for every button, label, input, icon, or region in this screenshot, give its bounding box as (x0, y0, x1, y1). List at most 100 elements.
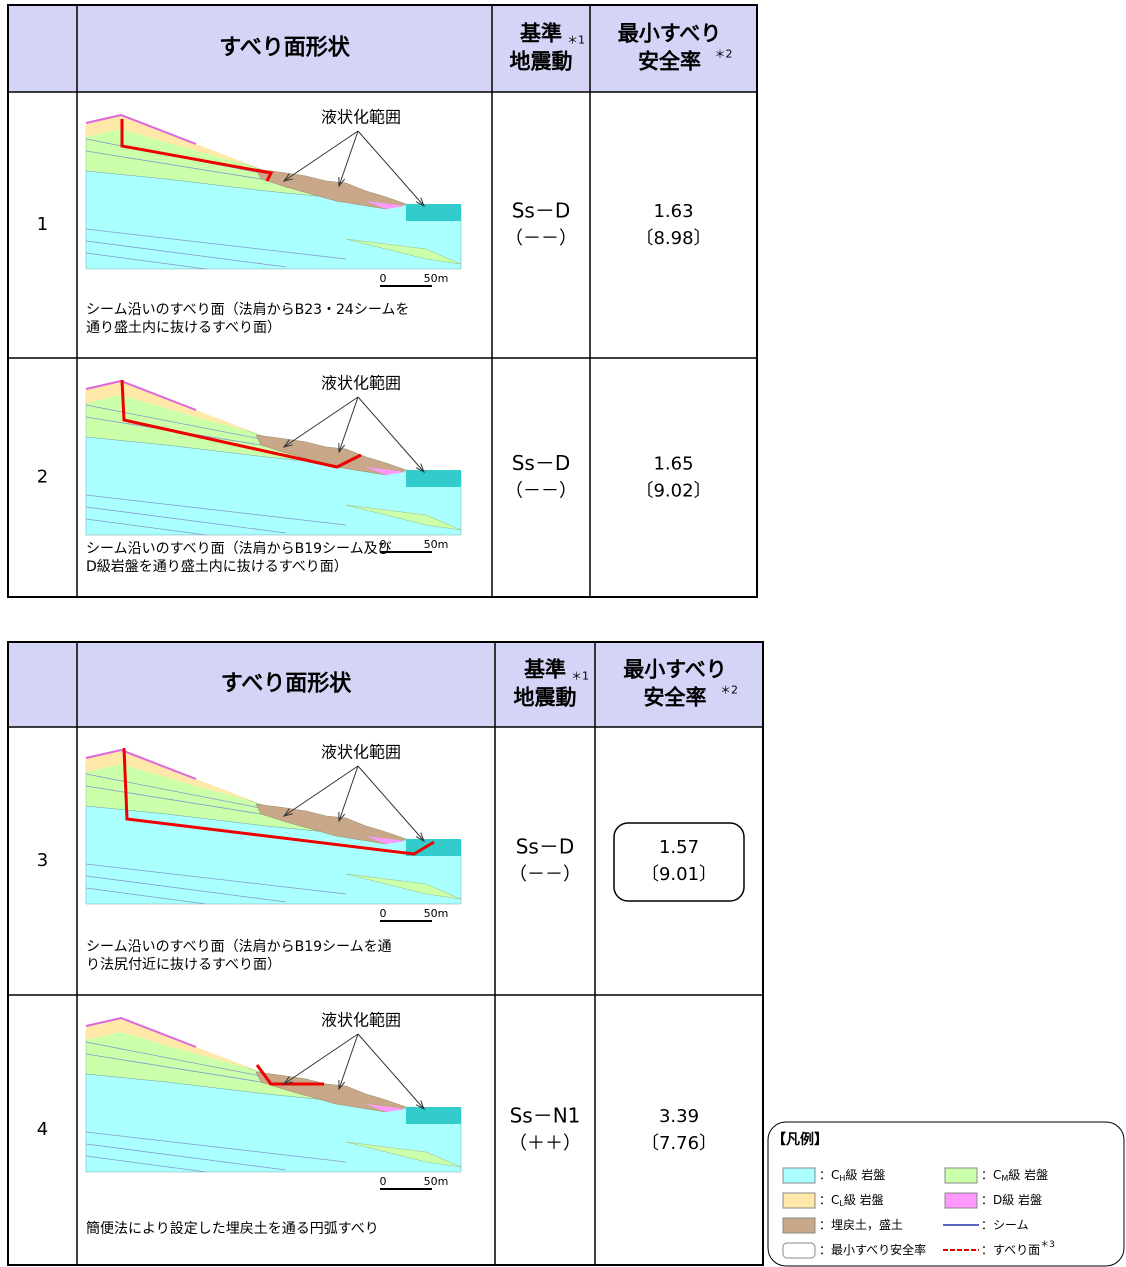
seam-line (85, 252, 207, 270)
d-rock-toe (366, 201, 406, 209)
arrow-head (338, 1079, 346, 1091)
caption: D級岩盤を通り盛土内に抜けるすべり面） (86, 559, 348, 575)
backfill (255, 434, 407, 476)
scale-label: 50m (424, 538, 449, 551)
header-shape: すべり面形状 (221, 672, 352, 697)
legend-label-part: ：埋戻土，盛土 (819, 1217, 903, 1232)
safety-factor: 1.57 (659, 837, 699, 858)
motion-sign: （＋＋） (509, 1133, 581, 1154)
cm-lens (345, 1141, 462, 1168)
legend-label-part: ：シーム (981, 1218, 1029, 1232)
seam-line (85, 506, 287, 534)
liquefaction-label: 液状化範囲 (321, 374, 401, 393)
d-rock (85, 113, 197, 145)
arrow (283, 396, 359, 448)
arrow-head (282, 173, 293, 182)
motion-sign: （－－） (509, 864, 581, 885)
seam-line (85, 875, 287, 903)
arrow (357, 1033, 425, 1110)
legend-subscript: L (839, 1199, 844, 1208)
legend-label: ：すべり面＊3 (981, 1240, 1055, 1257)
legend-label-part: 級 岩盤 (845, 1167, 885, 1182)
liquefaction-zone (406, 204, 461, 221)
seam-line (85, 494, 347, 526)
legend-label-part: ：すべり面 (981, 1243, 1040, 1257)
legend-label-part: 級 岩盤 (844, 1192, 884, 1207)
seam-line (85, 1143, 287, 1171)
caption: 簡便法により設定した埋戻土を通る円弧すべり (86, 1221, 379, 1237)
arrow (357, 396, 425, 473)
scale-label: 50m (424, 272, 449, 285)
arrow (357, 130, 425, 207)
safety-factor: 1.65 (653, 454, 693, 475)
arrow-head (338, 811, 346, 823)
section-diagram (85, 379, 462, 553)
arrow-head (282, 1076, 293, 1085)
arrow-head (282, 808, 293, 817)
scale-label: 50m (424, 1175, 449, 1188)
legend-label-part: ：最小すべり安全率 (819, 1242, 926, 1257)
header-factor: 最小すべり (623, 658, 727, 682)
note-mark: ＊1 (571, 670, 589, 683)
scale-label: 50m (424, 907, 449, 920)
motion-name: Ss－N1 (510, 1104, 581, 1128)
legend-label-part: 級 岩盤 (1008, 1167, 1048, 1182)
arrow (338, 1033, 359, 1090)
header-shape: すべり面形状 (219, 36, 350, 61)
arrow (338, 765, 359, 822)
row-number: 2 (37, 467, 48, 488)
legend-label-part: ：C (819, 1168, 839, 1182)
liquefaction-label: 液状化範囲 (321, 1011, 401, 1030)
slip-surface (120, 119, 274, 182)
motion-sign: （－－） (505, 228, 577, 249)
backfill (255, 1071, 407, 1113)
legend-label: ：CM級 岩盤 (981, 1167, 1048, 1183)
caption: シーム沿いのすべり面（法肩からB23・24シームを (86, 302, 409, 318)
header-factor: 安全率 (638, 50, 701, 74)
seam-line (85, 887, 207, 905)
seam-line (85, 1155, 207, 1173)
safety-factor: 1.63 (653, 201, 693, 222)
arrow (357, 765, 425, 842)
row-number: 4 (37, 1119, 48, 1140)
arrow-head (338, 176, 346, 188)
caption: シーム沿いのすべり面（法肩からB19シーム及び (86, 541, 392, 557)
caption: り法尻付近に抜けるすべり面） (86, 957, 281, 973)
legend-label: ：シーム (981, 1218, 1029, 1232)
section-diagram (85, 113, 462, 287)
header-motion: 地震動 (510, 50, 573, 74)
d-rock-toe (366, 467, 406, 475)
arrow (283, 130, 359, 182)
scale-label: 0 (380, 1175, 387, 1188)
legend-title: 【凡例】 (772, 1131, 828, 1148)
arrow-head (415, 463, 425, 474)
backfill (255, 168, 407, 210)
seam-line (85, 773, 267, 810)
safety-factor-static: 〔8.98〕 (635, 228, 711, 249)
arrow-head (415, 1100, 425, 1111)
cm-lens (345, 873, 462, 900)
legend-swatch (782, 1167, 816, 1184)
arrow-head (338, 442, 346, 454)
d-rock (85, 748, 197, 780)
seam-line (85, 1053, 287, 1087)
slip-surface (122, 747, 435, 856)
legend-swatch (782, 1192, 816, 1209)
liquefaction-zone (406, 470, 461, 487)
d-rock-toe (366, 1104, 406, 1112)
slip-surface (255, 1064, 324, 1086)
liquefaction-label: 液状化範囲 (321, 743, 401, 762)
legend-label: ：D級 岩盤 (981, 1192, 1042, 1207)
legend-label-part: ：C (981, 1168, 1001, 1182)
cl-rock (86, 1018, 256, 1070)
motion-name: Ss－D (516, 835, 575, 859)
section-diagram (85, 747, 462, 922)
arrow (283, 765, 359, 817)
legend-subscript: H (839, 1174, 845, 1183)
row-number: 1 (37, 214, 48, 235)
header-motion: 地震動 (514, 686, 577, 710)
arrow (283, 1033, 359, 1085)
motion-sign: （－－） (505, 481, 577, 502)
legend-swatch (944, 1167, 978, 1184)
table-border (7, 4, 758, 598)
